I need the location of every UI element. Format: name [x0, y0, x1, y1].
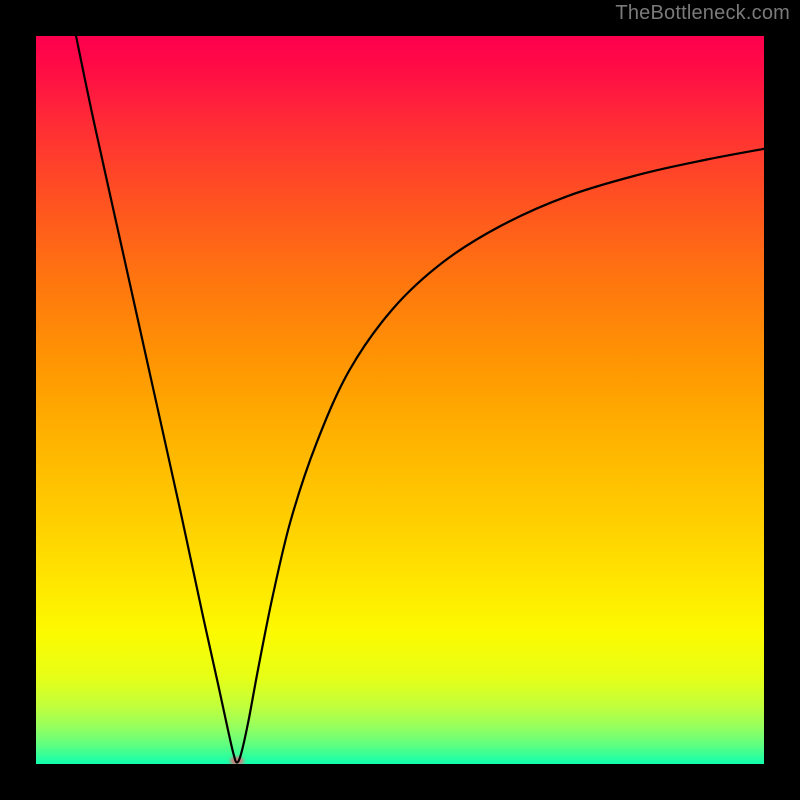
- gradient-background: [36, 36, 764, 764]
- chart-svg: [36, 36, 764, 764]
- outer-frame: TheBottleneck.com: [0, 0, 800, 800]
- plot-area: [36, 36, 764, 764]
- attribution-text: TheBottleneck.com: [615, 2, 790, 25]
